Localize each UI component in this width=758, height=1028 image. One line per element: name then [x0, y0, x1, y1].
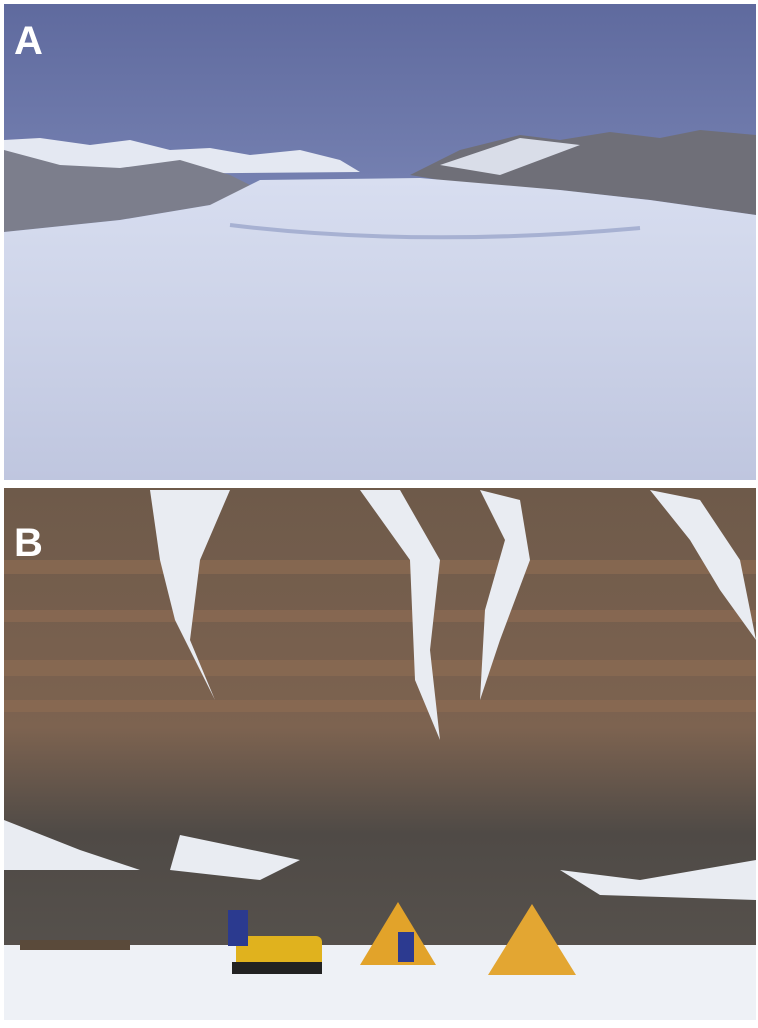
- person: [398, 932, 414, 962]
- panel-b: B: [4, 488, 756, 1020]
- sled: [20, 940, 130, 950]
- person: [228, 910, 248, 946]
- glacier: [4, 178, 756, 480]
- panel-label: B: [14, 521, 43, 565]
- page: A B (() => { const data = JSON.parse(: [0, 0, 758, 1023]
- panel-a: A: [4, 4, 756, 480]
- snowmobile-base: [232, 962, 322, 974]
- figure: A B: [0, 0, 758, 1023]
- panel-label: A: [14, 19, 43, 63]
